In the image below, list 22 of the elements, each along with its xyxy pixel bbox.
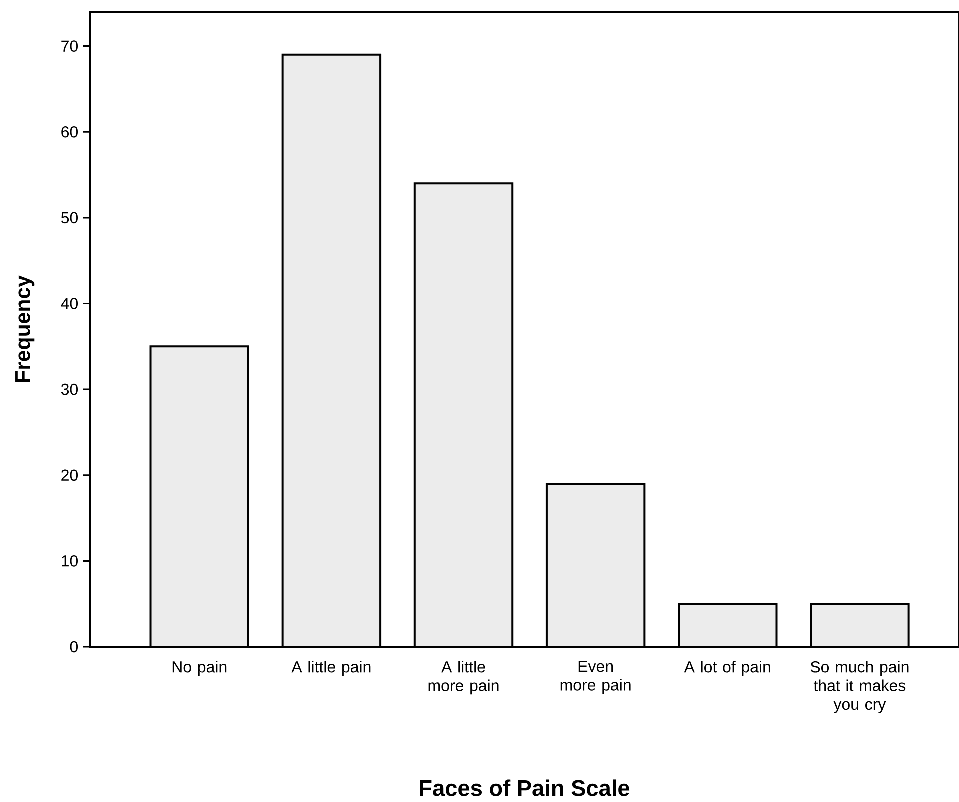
y-tick-label: 0 bbox=[70, 641, 78, 653]
x-axis-title: Faces of Pain Scale bbox=[420, 780, 630, 796]
y-tick-label: 60 bbox=[62, 126, 78, 138]
y-tick-label: 20 bbox=[62, 470, 78, 482]
bar bbox=[679, 604, 777, 647]
y-tick-label: 40 bbox=[61, 298, 78, 310]
y-tick-label: 10 bbox=[62, 556, 78, 567]
y-axis-title: Frequency bbox=[16, 276, 35, 382]
x-tick-label: So much pain that it makes you cry bbox=[810, 661, 909, 714]
x-tick-label: Even more pain bbox=[560, 661, 631, 694]
y-tick-label: 70 bbox=[62, 40, 78, 52]
y-tick-label: 30 bbox=[61, 384, 78, 396]
bar bbox=[282, 54, 381, 647]
bar bbox=[150, 346, 248, 647]
bar bbox=[810, 603, 910, 647]
x-tick-label: A little more pain bbox=[428, 661, 499, 695]
x-tick-label: A little pain bbox=[292, 661, 371, 676]
bar bbox=[546, 484, 645, 647]
x-tick-label: A lot of pain bbox=[684, 661, 770, 676]
x-tick-label: No pain bbox=[172, 661, 227, 676]
y-tick-label: 50 bbox=[61, 212, 78, 224]
bar bbox=[414, 184, 513, 647]
